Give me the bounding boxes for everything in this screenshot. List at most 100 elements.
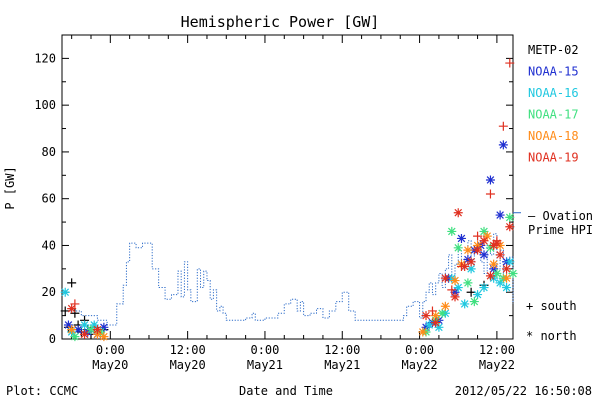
data-point-s3-p14 bbox=[505, 212, 515, 222]
data-point-s6-p1 bbox=[427, 306, 437, 316]
data-point-s4-p6 bbox=[450, 276, 460, 286]
data-point-s4-p9 bbox=[473, 240, 483, 250]
ovation-label: – Ovation Prime HPI bbox=[528, 209, 593, 237]
data-point-s2-p0 bbox=[60, 287, 70, 297]
plot-timestamp: 2012/05/22 16:50:08 bbox=[455, 384, 592, 398]
x-tick-label-time-1: 12:00 bbox=[170, 343, 206, 357]
data-point-s5-p11 bbox=[479, 236, 489, 246]
data-point-s6-p5 bbox=[485, 189, 495, 199]
data-point-s4-p10 bbox=[482, 231, 492, 241]
data-point-s2-p12 bbox=[479, 283, 489, 293]
data-point-s5-p10 bbox=[473, 245, 483, 255]
data-point-s5-p7 bbox=[453, 208, 463, 218]
data-point-s2-p4 bbox=[424, 320, 434, 330]
data-point-s5-p17 bbox=[505, 222, 515, 232]
data-point-s2-p8 bbox=[453, 283, 463, 293]
data-point-s6-p7 bbox=[498, 121, 508, 131]
data-point-s1-p0 bbox=[63, 320, 73, 330]
data-point-s3-p11 bbox=[485, 243, 495, 253]
data-point-s1-p1 bbox=[73, 325, 83, 335]
data-point-s2-p5 bbox=[434, 322, 444, 332]
y-tick-label-6: 120 bbox=[34, 51, 56, 65]
data-point-s4-p4 bbox=[431, 311, 441, 321]
data-point-s6-p0 bbox=[70, 299, 80, 309]
data-point-s6-p8 bbox=[505, 58, 515, 68]
plot-credit: Plot: CCMC bbox=[6, 384, 78, 398]
data-point-s1-p2 bbox=[83, 327, 93, 337]
data-point-s4-p2 bbox=[99, 332, 109, 342]
x-tick-label-time-0: 0:00 bbox=[96, 343, 125, 357]
data-point-s6-p4 bbox=[473, 231, 483, 241]
legend-entry-5: NOAA-19 bbox=[528, 151, 579, 165]
data-point-s6-p6 bbox=[492, 236, 502, 246]
data-point-s4-p3 bbox=[418, 327, 428, 337]
data-point-s4-p8 bbox=[463, 245, 473, 255]
x-tick-label-date-5: May22 bbox=[479, 358, 515, 372]
data-point-s4-p1 bbox=[92, 329, 102, 339]
data-point-s0-p0 bbox=[60, 306, 70, 316]
data-point-s1-p18 bbox=[498, 140, 508, 150]
data-point-s5-p9 bbox=[466, 257, 476, 267]
data-point-s2-p9 bbox=[460, 299, 470, 309]
y-tick-label-4: 80 bbox=[42, 145, 56, 159]
data-point-s0-p2 bbox=[67, 278, 77, 288]
x-tick-label-date-4: May22 bbox=[402, 358, 438, 372]
data-point-s2-p10 bbox=[466, 264, 476, 274]
x-tick-label-date-2: May21 bbox=[247, 358, 283, 372]
data-point-s2-p7 bbox=[447, 273, 457, 283]
data-point-s2-p2 bbox=[80, 320, 90, 330]
data-point-s6-p2 bbox=[447, 285, 457, 295]
data-point-s5-p6 bbox=[450, 292, 460, 302]
x-tick-label-time-4: 0:00 bbox=[405, 343, 434, 357]
legend-entry-4: NOAA-18 bbox=[528, 129, 579, 143]
data-point-s4-p5 bbox=[440, 301, 450, 311]
chart-title: Hemispheric Power [GW] bbox=[181, 13, 380, 31]
data-point-s2-p16 bbox=[505, 257, 515, 267]
legend: METP-02 NOAA-15 NOAA-16 NOAA-17 NOAA-18 NOAA-… bbox=[526, 43, 579, 343]
legend-entry-3: NOAA-17 bbox=[528, 108, 579, 122]
y-axis-label: P [GW] bbox=[3, 166, 17, 209]
data-point-s1-p4 bbox=[99, 322, 109, 332]
x-tick-label-time-3: 12:00 bbox=[324, 343, 360, 357]
data-point-s5-p15 bbox=[495, 250, 505, 260]
data-point-s3-p8 bbox=[463, 278, 473, 288]
data-point-s2-p11 bbox=[473, 290, 483, 300]
data-point-s3-p9 bbox=[469, 297, 479, 307]
data-point-s2-p13 bbox=[489, 273, 499, 283]
data-point-s1-p11 bbox=[463, 254, 473, 264]
ovation-label-line2: Prime HPI bbox=[528, 223, 593, 237]
data-point-s5-p5 bbox=[440, 273, 450, 283]
plot-area: 0204060801001200:00May2012:00May200:00Ma… bbox=[34, 34, 521, 372]
x-tick-label-time-5: 12:00 bbox=[479, 343, 515, 357]
data-point-s3-p2 bbox=[96, 327, 106, 337]
data-point-s2-p14 bbox=[495, 278, 505, 288]
x-axis-label: Date and Time bbox=[239, 384, 333, 398]
data-point-s1-p15 bbox=[485, 175, 495, 185]
data-point-s5-p0 bbox=[67, 304, 77, 314]
legend-entry-2: NOAA-16 bbox=[528, 86, 579, 100]
data-point-s5-p2 bbox=[92, 325, 102, 335]
x-tick-label-date-1: May20 bbox=[170, 358, 206, 372]
x-tick-label-date-3: May21 bbox=[324, 358, 360, 372]
data-point-s4-p13 bbox=[502, 273, 512, 283]
data-point-s5-p12 bbox=[485, 271, 495, 281]
ovation-label-line1: – Ovation bbox=[528, 209, 593, 223]
y-tick-label-3: 60 bbox=[42, 192, 56, 206]
x-tick-label-time-2: 0:00 bbox=[250, 343, 279, 357]
y-tick-label-1: 20 bbox=[42, 285, 56, 299]
data-point-s3-p0 bbox=[70, 332, 80, 342]
data-point-s3-p15 bbox=[508, 269, 518, 279]
data-point-s1-p5 bbox=[421, 322, 431, 332]
data-point-s3-p7 bbox=[453, 243, 463, 253]
data-point-s5-p13 bbox=[489, 240, 499, 250]
data-point-s6-p3 bbox=[456, 262, 466, 272]
data-point-s2-p3 bbox=[89, 320, 99, 330]
data-point-s5-p3 bbox=[421, 311, 431, 321]
data-point-s3-p5 bbox=[437, 308, 447, 318]
legend-entry-1: NOAA-15 bbox=[528, 65, 579, 79]
data-point-s1-p9 bbox=[450, 287, 460, 297]
y-tick-label-5: 100 bbox=[34, 98, 56, 112]
data-point-s5-p1 bbox=[80, 329, 90, 339]
data-point-s2-p15 bbox=[502, 283, 512, 293]
legend-entry-0: METP-02 bbox=[528, 43, 579, 57]
